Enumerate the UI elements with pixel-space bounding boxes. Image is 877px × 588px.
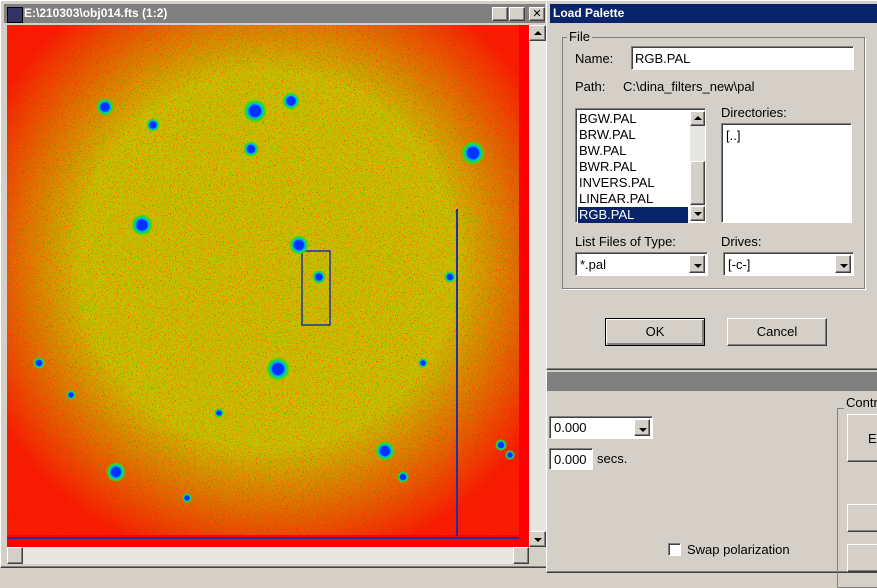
file-item[interactable]: INVERS.PAL xyxy=(579,175,655,190)
value-text: 0.000 xyxy=(554,420,587,435)
input-text: RGB.PAL xyxy=(635,51,691,66)
maximize-button[interactable] xyxy=(509,7,525,21)
drives-label: Drives: xyxy=(721,234,762,249)
button[interactable] xyxy=(847,544,877,572)
name-label: Name: xyxy=(575,51,614,66)
vertical-scrollbar[interactable] xyxy=(529,25,546,547)
group-label: File xyxy=(567,29,592,44)
path-label: Path: xyxy=(575,79,606,94)
combo-text: *.pal xyxy=(580,257,607,272)
horizontal-scrollbar[interactable] xyxy=(7,547,529,564)
value-combo[interactable]: 0.000 xyxy=(549,416,653,439)
image xyxy=(7,25,529,547)
button[interactable]: E xyxy=(847,414,877,462)
close-button[interactable]: ✕ xyxy=(529,7,545,21)
settings-window: 0.000 0.000 secs. Contr E Swap polarizat… xyxy=(546,368,877,588)
title-bar: E:\210303\obj014.fts (1:2) xyxy=(4,4,545,23)
file-group xyxy=(562,37,865,289)
ok-button[interactable]: OK xyxy=(605,318,705,346)
minimize-button[interactable] xyxy=(492,7,508,21)
combo-text: [-c-] xyxy=(728,257,751,272)
checkbox[interactable] xyxy=(668,543,681,556)
seconds-input[interactable]: 0.000 xyxy=(549,448,593,470)
title-bar: Load Palette xyxy=(550,4,877,23)
group-label: Contr xyxy=(844,395,877,410)
value-text: 0.000 xyxy=(554,452,587,467)
unit-label: secs. xyxy=(597,451,628,466)
load-palette-dialog: Load Palette File Name: RGB.PAL Path: C:… xyxy=(546,0,877,370)
directory-list[interactable]: [..] xyxy=(721,123,852,223)
title-bar xyxy=(547,372,877,391)
type-label: List Files of Type: xyxy=(575,234,676,249)
image-window: E:\210303\obj014.fts (1:2) ✕ xyxy=(0,0,549,568)
type-combo[interactable]: *.pal xyxy=(575,252,708,276)
button[interactable] xyxy=(847,504,877,532)
directories-label: Directories: xyxy=(721,105,787,120)
cancel-button[interactable]: Cancel xyxy=(727,318,827,346)
file-list[interactable]: BGW.PAL BRW.PAL BW.PAL BWR.PAL INVERS.PAL LIN… xyxy=(575,108,706,223)
checkbox-label: Swap polarization xyxy=(687,542,790,557)
file-item[interactable]: RGB.PAL xyxy=(578,207,688,223)
file-item[interactable]: BRW.PAL xyxy=(579,127,636,142)
file-item[interactable]: BWR.PAL xyxy=(579,159,637,174)
drive-combo[interactable]: [-c-] xyxy=(723,252,854,276)
path-value: C:\dina_filters_new\pal xyxy=(623,79,755,94)
file-item[interactable]: BGW.PAL xyxy=(579,111,637,126)
app-icon xyxy=(7,7,23,23)
name-input[interactable]: RGB.PAL xyxy=(631,46,854,70)
file-item[interactable]: LINEAR.PAL xyxy=(579,191,654,206)
file-item[interactable]: BW.PAL xyxy=(579,143,627,158)
directory-item[interactable]: [..] xyxy=(726,128,741,143)
